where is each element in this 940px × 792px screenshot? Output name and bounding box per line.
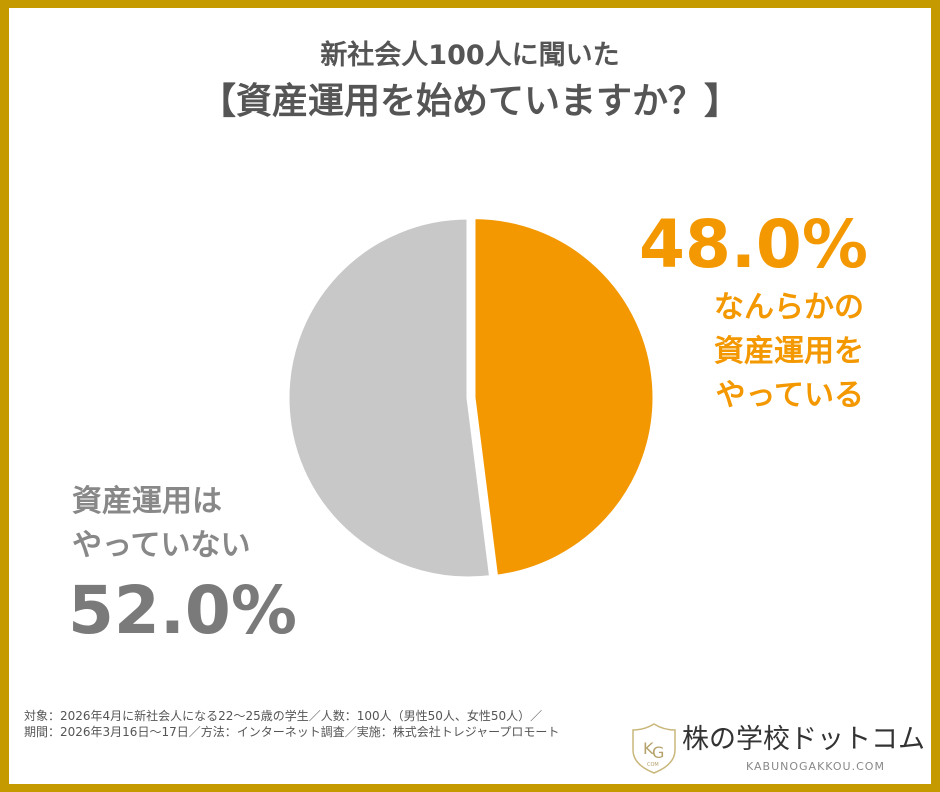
footnote-line: 対象：2026年4月に新社会人になる22〜25歳の学生／人数：100人（男性50… (24, 709, 543, 723)
svg-text:COM: COM (647, 762, 659, 768)
no-percent-label: 52.0% (68, 572, 297, 649)
no-label: 資産運用は やっていない (72, 480, 251, 568)
survey-footnote: 対象：2026年4月に新社会人になる22〜25歳の学生／人数：100人（男性50… (24, 708, 614, 740)
svg-text:G: G (652, 743, 664, 762)
no-label-line: やっていない (72, 528, 251, 563)
footnote-line: 期間：2026年3月16日〜17日／方法：インターネット調査／実施：株式会社トレ… (24, 725, 560, 739)
logo: K G COM 株の学校ドットコム KABUNOGAKKOU.COM (630, 722, 926, 778)
title-line2: 【資産運用を始めていますか？】 (199, 81, 740, 122)
pie-slice-yes (472, 216, 656, 578)
logo-url: KABUNOGAKKOU.COM (746, 760, 885, 773)
svg-text:K: K (643, 739, 654, 758)
title-line1: 新社会人100人に聞いた (320, 40, 620, 71)
yes-label-line: やっている (715, 378, 865, 413)
shield-emblem-icon: K G COM (632, 723, 676, 774)
yes-label-line: なんらかの (714, 290, 864, 325)
no-label-line: 資産運用は (72, 484, 222, 519)
pie-slice-no (286, 216, 493, 580)
yes-percent-label: 48.0% (639, 206, 868, 283)
yes-label: なんらかの 資産運用を やっている (714, 286, 864, 418)
infographic-frame (9, 8, 931, 784)
yes-label-line: 資産運用を (714, 334, 864, 369)
logo-name: 株の学校ドットコム (682, 724, 925, 755)
